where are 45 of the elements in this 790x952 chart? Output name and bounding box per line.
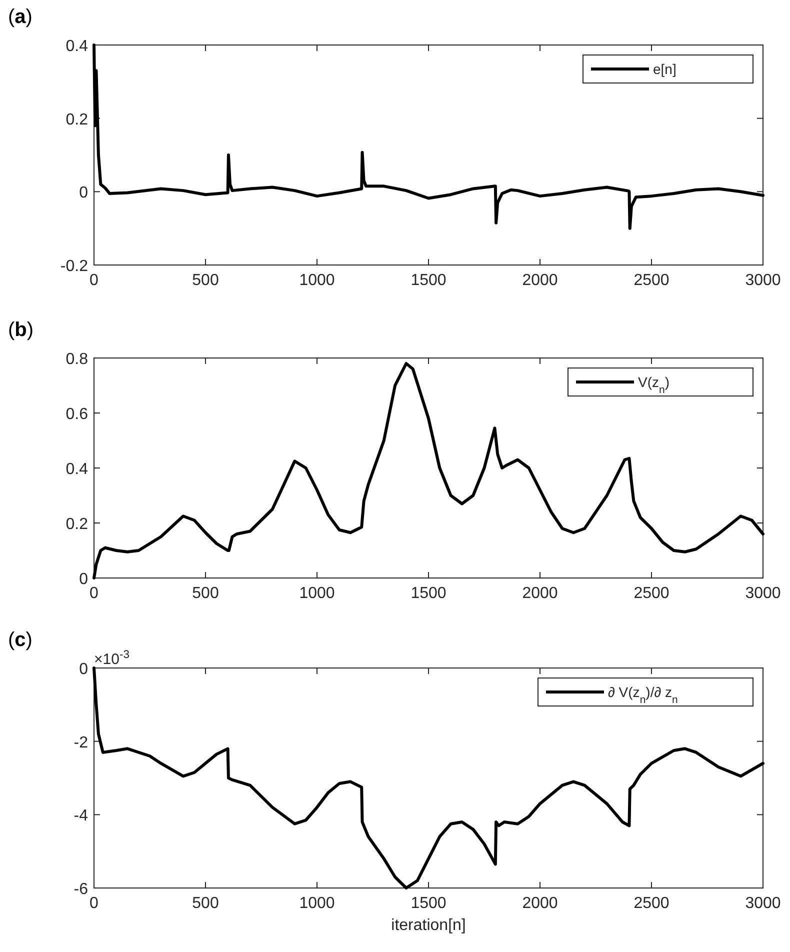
y-tick-label: -0.2	[60, 258, 88, 275]
x-tick-label: 0	[90, 585, 99, 602]
y-tick-label: 0.4	[66, 461, 88, 478]
line-series	[92, 44, 764, 230]
y-tick-label: 0	[79, 184, 88, 202]
x-tick-label: 0	[90, 895, 99, 912]
x-tick-label: 3000	[745, 585, 781, 602]
legend-label: V(z$_{n}$)	[638, 374, 670, 396]
y-tick-label: -4	[74, 808, 88, 825]
y-tick-label: 0.6	[66, 406, 88, 423]
x-tick-label: 1500	[410, 895, 446, 912]
y-tick-label: 0.8	[66, 351, 88, 368]
chart-title: (c)	[8, 629, 32, 651]
y-tick-label: 0.2	[66, 111, 88, 128]
y-tick-label: 0.4	[66, 38, 88, 55]
x-tick-label: 2500	[634, 895, 670, 912]
x-tick-label: 500	[192, 272, 219, 289]
y-tick-label: -6	[74, 881, 88, 898]
x-tick-label: 1500	[410, 585, 446, 602]
x-tick-label: 500	[192, 895, 219, 912]
x-tick-label: 2000	[522, 895, 558, 912]
x-tick-label: 0	[90, 272, 99, 289]
legend-label: ∂ V(z$_{n}$)/∂ z$_{n}$	[608, 684, 678, 706]
x-tick-label: 1000	[299, 585, 335, 602]
x-axis-title: iteration[n]	[391, 917, 466, 934]
y-tick-label: 0.2	[66, 516, 88, 533]
x-tick-label: 2000	[522, 585, 558, 602]
y-tick-label: 0	[79, 661, 88, 678]
chart-title: (b)	[8, 319, 34, 341]
x-tick-label: 2500	[634, 272, 670, 289]
x-tick-label: 500	[192, 585, 219, 602]
legend-label: e[n]	[653, 61, 676, 77]
text: ×10$^{-3}$	[94, 649, 130, 668]
y-tick-label: 0	[79, 571, 88, 588]
x-tick-label: 1500	[410, 272, 446, 289]
chart-title: (a)	[8, 6, 32, 28]
x-tick-label: 3000	[745, 895, 781, 912]
line-series	[92, 362, 764, 580]
x-tick-label: 3000	[745, 272, 781, 289]
x-tick-label: 2500	[634, 585, 670, 602]
x-tick-label: 1000	[299, 895, 335, 912]
x-tick-label: 1000	[299, 272, 335, 289]
line-series	[92, 666, 764, 890]
x-tick-label: 2000	[522, 272, 558, 289]
y-tick-label: -2	[74, 734, 88, 752]
